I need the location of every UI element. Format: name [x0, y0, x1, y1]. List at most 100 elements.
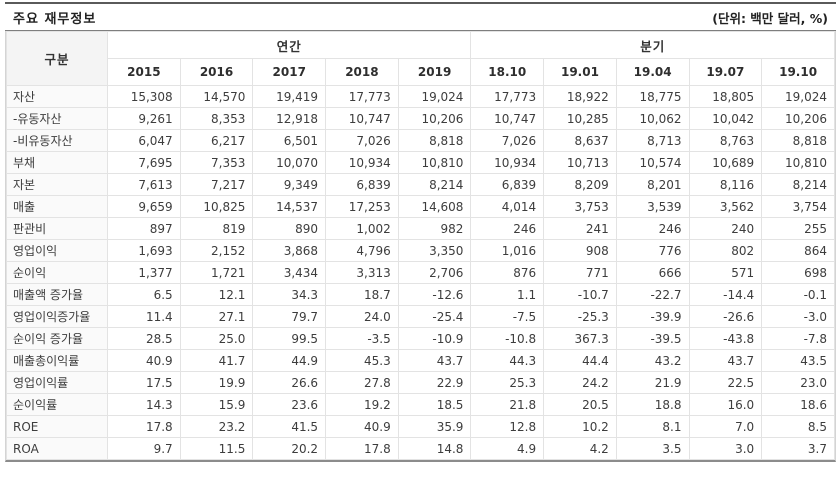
- value-cell: 240: [688, 217, 763, 240]
- value-cell: -10.8: [470, 327, 545, 350]
- table-row: 매출 9,659 10,825 14,537 17,253 14,608 4,0…: [6, 195, 835, 218]
- value-cell: 35.9: [397, 415, 472, 438]
- value-cell: 7,353: [179, 151, 254, 174]
- value-cell: 6,501: [252, 129, 327, 152]
- value-cell: 24.0: [325, 305, 399, 328]
- row-label-cell: 매출: [6, 195, 108, 218]
- value-cell: 18,922: [543, 85, 617, 108]
- value-cell: 10,747: [470, 107, 545, 130]
- value-cell: 18.6: [761, 393, 835, 416]
- value-cell: 864: [761, 239, 835, 262]
- value-cell: 17.8: [107, 415, 181, 438]
- value-cell: 11.4: [107, 305, 181, 328]
- value-cell: -22.7: [615, 283, 690, 306]
- value-cell: 14,570: [179, 85, 254, 108]
- value-cell: 3,539: [615, 195, 690, 218]
- value-cell: 12.8: [470, 415, 545, 438]
- value-cell: 10,206: [761, 107, 835, 130]
- value-cell: 819: [179, 217, 254, 240]
- column-header-2017: 2017: [252, 58, 327, 86]
- value-cell: 8,353: [179, 107, 254, 130]
- value-cell: 908: [543, 239, 617, 262]
- value-cell: 23.2: [179, 415, 254, 438]
- value-cell: 17.8: [325, 437, 399, 460]
- value-cell: 8.1: [615, 415, 690, 438]
- column-header-19-07: 19.07: [688, 58, 763, 86]
- value-cell: 10,713: [543, 151, 617, 174]
- table-row: 영업이익률 17.5 19.9 26.6 27.8 22.9 25.3 24.2…: [6, 371, 835, 394]
- value-cell: 23.0: [761, 371, 835, 394]
- value-cell: -3.5: [325, 327, 399, 350]
- value-cell: 20.5: [543, 393, 617, 416]
- value-cell: 897: [107, 217, 181, 240]
- value-cell: 982: [397, 217, 472, 240]
- value-cell: 19.2: [325, 393, 399, 416]
- value-cell: 28.5: [107, 327, 181, 350]
- value-cell: 40.9: [107, 349, 181, 372]
- value-cell: 1,693: [107, 239, 181, 262]
- value-cell: 10,934: [470, 151, 545, 174]
- value-cell: 18,805: [688, 85, 763, 108]
- value-cell: 43.7: [688, 349, 763, 372]
- value-cell: 10,810: [397, 151, 472, 174]
- value-cell: 802: [688, 239, 763, 262]
- value-cell: 4.9: [470, 437, 545, 460]
- value-cell: 27.1: [179, 305, 254, 328]
- value-cell: 22.9: [397, 371, 472, 394]
- value-cell: 24.2: [543, 371, 617, 394]
- value-cell: 14.8: [397, 437, 472, 460]
- value-cell: 6.5: [107, 283, 181, 306]
- value-cell: 241: [543, 217, 617, 240]
- value-cell: 3,350: [397, 239, 472, 262]
- value-cell: -25.4: [397, 305, 472, 328]
- value-cell: 1,002: [325, 217, 399, 240]
- value-cell: 246: [615, 217, 690, 240]
- value-cell: 9,349: [252, 173, 327, 196]
- value-cell: 19,024: [397, 85, 472, 108]
- value-cell: 698: [761, 261, 835, 284]
- financial-info-panel: 주요 재무정보 (단위: 백만 달러, %) 구분 연간 분기 2015 201…: [5, 2, 836, 462]
- value-cell: 9.7: [107, 437, 181, 460]
- value-cell: 1.1: [470, 283, 545, 306]
- value-cell: 8,818: [761, 129, 835, 152]
- value-cell: 14,537: [252, 195, 327, 218]
- value-cell: 2,152: [179, 239, 254, 262]
- value-cell: 23.6: [252, 393, 327, 416]
- value-cell: 17,253: [325, 195, 399, 218]
- column-header-row: 2015 2016 2017 2018 2019 18.10 19.01 19.…: [7, 58, 835, 86]
- value-cell: -10.7: [543, 283, 617, 306]
- row-label-cell: ROE: [6, 415, 108, 438]
- value-cell: -43.8: [688, 327, 763, 350]
- value-cell: -0.1: [761, 283, 835, 306]
- value-cell: 10,825: [179, 195, 254, 218]
- value-cell: 99.5: [252, 327, 327, 350]
- value-cell: 16.0: [688, 393, 763, 416]
- value-cell: 8,637: [543, 129, 617, 152]
- value-cell: 10,689: [688, 151, 763, 174]
- value-cell: 8,116: [688, 173, 763, 196]
- value-cell: 14,608: [397, 195, 472, 218]
- value-cell: 12.1: [179, 283, 254, 306]
- value-cell: 18.7: [325, 283, 399, 306]
- value-cell: 34.3: [252, 283, 327, 306]
- value-cell: 26.6: [252, 371, 327, 394]
- row-label-cell: 자본: [6, 173, 108, 196]
- value-cell: 3,562: [688, 195, 763, 218]
- column-header-2019: 2019: [397, 58, 472, 86]
- table-row: 순이익 1,377 1,721 3,434 3,313 2,706 876 77…: [6, 261, 835, 284]
- value-cell: 1,016: [470, 239, 545, 262]
- column-header-19-01: 19.01: [543, 58, 617, 86]
- value-cell: 10,070: [252, 151, 327, 174]
- row-label-cell: 부채: [6, 151, 108, 174]
- value-cell: 776: [615, 239, 690, 262]
- value-cell: 3.7: [761, 437, 835, 460]
- table-row: ROA 9.7 11.5 20.2 17.8 14.8 4.9 4.2 3.5 …: [6, 437, 835, 460]
- column-header-18-10: 18.10: [470, 58, 545, 86]
- value-cell: 18.8: [615, 393, 690, 416]
- panel-title: 주요 재무정보: [13, 11, 97, 27]
- value-cell: 41.7: [179, 349, 254, 372]
- table-row: 순이익률 14.3 15.9 23.6 19.2 18.5 21.8 20.5 …: [6, 393, 835, 416]
- value-cell: 44.9: [252, 349, 327, 372]
- value-cell: 40.9: [325, 415, 399, 438]
- table-row: ROE 17.8 23.2 41.5 40.9 35.9 12.8 10.2 8…: [6, 415, 835, 438]
